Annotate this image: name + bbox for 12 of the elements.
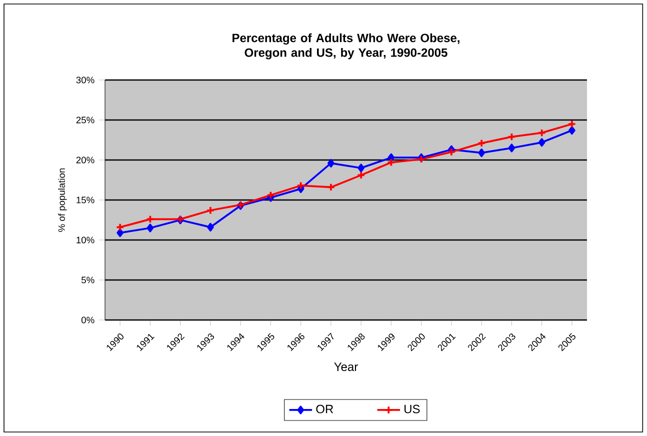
y-tick-label: 20%: [76, 156, 94, 164]
y-axis-title: % of population: [58, 168, 67, 232]
y-tick-label: 30%: [76, 76, 94, 84]
y-tick-label: 5%: [81, 276, 94, 284]
chart-title: Percentage of Adults Who Were Obese, Oregon and US, by Year, 1990-2005: [232, 33, 460, 60]
y-tick-label: 15%: [76, 196, 94, 204]
y-tick-label: 10%: [76, 236, 94, 244]
x-axis-title: Year: [334, 362, 358, 372]
y-tick-label: 25%: [76, 116, 94, 124]
legend-label: US: [404, 404, 420, 414]
legend-label: OR: [316, 404, 334, 414]
y-tick-label: 0%: [81, 316, 94, 324]
